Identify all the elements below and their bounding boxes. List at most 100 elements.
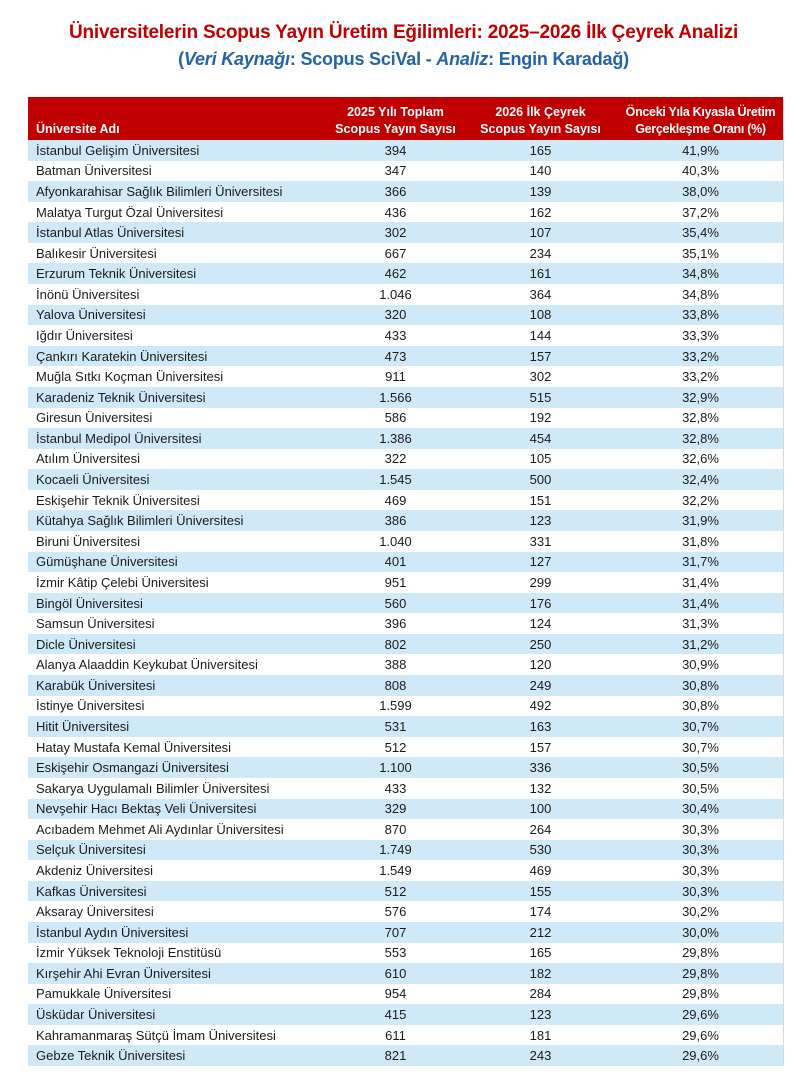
value-2025-total: 433: [384, 327, 407, 343]
value-2026-q1: 124: [529, 616, 552, 632]
table-row: Hatay Mustafa Kemal Üniversitesi 512 157 30…: [28, 736, 783, 758]
value-2025-total: 462: [384, 266, 407, 282]
value-2026-q1: 151: [529, 492, 552, 508]
value-realization-rate: 41,9%: [682, 142, 719, 158]
column-header-2026-q1: 2026 İlk Çeyrek Scopus Yayın Sayısı: [463, 97, 618, 140]
value-2026-q1: 264: [529, 821, 552, 837]
university-name: Akdeniz Üniversitesi: [36, 863, 154, 879]
value-2025-total: 394: [384, 142, 407, 158]
value-realization-rate: 30,3%: [682, 842, 719, 858]
university-name: Eskişehir Teknik Üniversitesi: [36, 492, 200, 508]
university-name: Balıkesir Üniversitesi: [36, 245, 157, 261]
value-2026-q1: 469: [529, 863, 552, 879]
university-name: Erzurum Teknik Üniversitesi: [36, 266, 197, 282]
university-name: Giresun Üniversitesi: [36, 410, 153, 426]
value-2025-total: 302: [384, 225, 407, 241]
value-realization-rate: 29,8%: [682, 986, 719, 1002]
value-realization-rate: 32,2%: [682, 492, 719, 508]
value-2025-total: 1.749: [379, 842, 412, 858]
table-row: Acıbadem Mehmet Ali Aydınlar Üniversites…: [28, 819, 783, 840]
value-2025-total: 611: [385, 1027, 406, 1043]
column-header-label-line2: Scopus Yayın Sayısı: [335, 121, 456, 136]
column-header-university-name: Üniversite Adı: [28, 97, 328, 140]
value-2026-q1: 176: [529, 595, 552, 611]
value-2025-total: 1.566: [379, 389, 412, 405]
table-row: Çankırı Karatekin Üniversitesi 473 157 33,2…: [28, 345, 783, 367]
university-name: İstanbul Medipol Üniversitesi: [36, 430, 202, 446]
value-realization-rate: 30,5%: [682, 760, 719, 776]
value-2026-q1: 108: [529, 307, 552, 323]
value-2025-total: 388: [384, 657, 407, 673]
value-2025-total: 911: [385, 369, 406, 385]
value-realization-rate: 33,8%: [682, 307, 719, 323]
value-realization-rate: 30,5%: [682, 780, 719, 796]
subtitle-segment: : Scopus SciVal -: [289, 48, 437, 69]
value-realization-rate: 29,6%: [682, 1027, 719, 1043]
table-body: İstanbul Gelişim Üniversitesi 394 165 41,9%…: [28, 140, 783, 1067]
university-name: Afyonkarahisar Sağlık Bilimleri Üniversi…: [36, 183, 283, 199]
value-realization-rate: 33,2%: [682, 369, 719, 385]
value-2025-total: 531: [384, 718, 407, 734]
table-row: İstinye Üniversitesi 1.599 492 30,8%: [28, 695, 783, 717]
university-name: Biruni Üniversitesi: [36, 533, 141, 549]
value-realization-rate: 30,3%: [682, 863, 719, 879]
value-2026-q1: 140: [529, 163, 552, 179]
value-2025-total: 808: [384, 677, 407, 693]
table-row: Karabük Üniversitesi 808 249 30,8%: [28, 675, 783, 696]
value-2026-q1: 100: [529, 801, 552, 817]
value-2026-q1: 530: [529, 842, 552, 858]
table-row: İnönü Üniversitesi 1.046 364 34,8%: [28, 284, 783, 305]
university-name: Gümüşhane Üniversitesi: [36, 554, 178, 570]
value-2025-total: 553: [384, 945, 407, 961]
column-header-label: Üniversite Adı: [36, 121, 120, 136]
value-2025-total: 473: [384, 348, 407, 364]
university-name: Pamukkale Üniversitesi: [36, 986, 172, 1002]
value-2025-total: 329: [384, 801, 407, 817]
value-realization-rate: 30,3%: [682, 821, 719, 837]
table-row: Kocaeli Üniversitesi 1.545 500 32,4%: [28, 469, 783, 490]
value-2026-q1: 331: [529, 533, 552, 549]
value-2025-total: 1.100: [379, 760, 412, 776]
university-name: Samsun Üniversitesi: [36, 616, 155, 632]
value-2026-q1: 157: [529, 739, 552, 755]
value-2025-total: 1.040: [379, 533, 412, 549]
column-header-label-line2: Scopus Yayın Sayısı: [480, 121, 601, 136]
value-2025-total: 707: [384, 924, 407, 940]
value-2026-q1: 454: [529, 430, 552, 446]
table-row: Kütahya Sağlık Bilimleri Üniversitesi 386…: [28, 510, 783, 531]
value-2025-total: 401: [384, 554, 407, 570]
value-2026-q1: 299: [529, 574, 552, 590]
subtitle-analysis-label: Analiz: [436, 48, 489, 69]
value-2026-q1: 192: [529, 410, 552, 426]
value-2025-total: 560: [384, 595, 407, 611]
value-realization-rate: 32,9%: [682, 389, 719, 405]
table-row: Kafkas Üniversitesi 512 155 30,3%: [28, 880, 783, 902]
university-name: Karadeniz Teknik Üniversitesi: [36, 389, 206, 405]
value-2025-total: 1.545: [379, 472, 412, 488]
value-2025-total: 576: [384, 904, 407, 920]
value-2026-q1: 515: [529, 389, 552, 405]
table-row: Karadeniz Teknik Üniversitesi 1.566 515 32,…: [28, 386, 783, 408]
value-realization-rate: 29,8%: [682, 945, 719, 961]
table-row: İstanbul Atlas Üniversitesi 302 107 35,4%: [28, 222, 783, 243]
university-name: Hatay Mustafa Kemal Üniversitesi: [36, 739, 232, 755]
value-realization-rate: 33,2%: [682, 348, 719, 364]
value-2025-total: 954: [384, 986, 407, 1002]
value-realization-rate: 30,2%: [682, 904, 719, 920]
university-name: Bingöl Üniversitesi: [36, 595, 143, 611]
table-row: Nevşehir Hacı Bektaş Veli Üniversitesi 32…: [28, 798, 783, 820]
value-2025-total: 512: [384, 739, 407, 755]
value-2025-total: 1.549: [379, 863, 412, 879]
value-2025-total: 512: [384, 883, 407, 899]
table-row: Eskişehir Osmangazi Üniversitesi 1.100 336…: [28, 757, 783, 778]
column-header-label-line1: 2026 İlk Çeyrek: [495, 105, 586, 119]
table-row: Akdeniz Üniversitesi 1.549 469 30,3%: [28, 860, 783, 881]
table-row: İstanbul Gelişim Üniversitesi 394 165 41,9%: [28, 140, 783, 161]
value-2025-total: 870: [384, 821, 407, 837]
value-2026-q1: 127: [529, 554, 552, 570]
table-row: Sakarya Uygulamalı Bilimler Üniversitesi…: [28, 777, 783, 799]
value-realization-rate: 29,6%: [682, 1048, 719, 1064]
value-2026-q1: 120: [529, 657, 552, 673]
value-realization-rate: 30,4%: [682, 801, 719, 817]
